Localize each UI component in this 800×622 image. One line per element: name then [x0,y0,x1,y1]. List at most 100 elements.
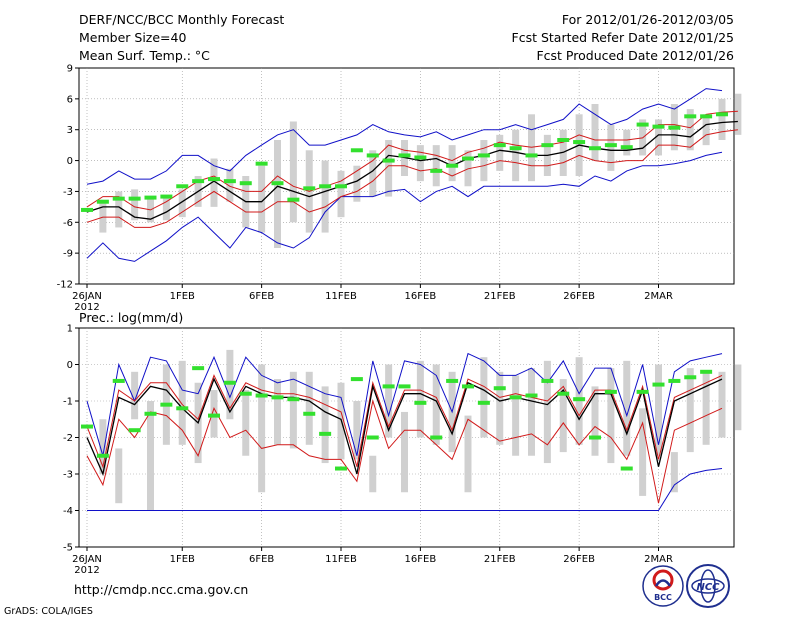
prec-spread-box [131,371,139,420]
temp-ytick-label: 6 [67,94,73,105]
temp-spread-box [623,129,631,156]
temp-min-line [86,151,723,262]
temp-spread-box [591,104,599,161]
prec-spread-box [686,368,694,453]
footer-url[interactable]: http://cmdp.ncc.cma.gov.cn [74,582,248,597]
temp-spread-box [496,134,504,171]
temp-spread-box [178,189,186,218]
temp-spread-box [210,158,218,207]
ncc-logo-text: NCC [696,582,720,593]
temp-xtick-label: 2MAR [644,291,673,302]
precip-variable-label: Prec.: log(mm/d) [79,310,183,325]
temp-xtick-label: 26JAN [72,291,102,302]
temp-observed-marker [335,184,347,189]
temp-observed-marker [557,138,570,142]
prec-spread-box [607,368,615,464]
temp-observed-marker [493,143,506,148]
precipitation-chart: -5 -4 -3 -2 -1 0 1 26JAN 1FEB 6FEB 11FEB 16FEB 21FEB… [63,324,742,576]
prec-observed-marker [81,424,93,429]
prec-observed-marker [589,435,601,440]
prec-observed-marker [525,393,538,398]
temp-observed-marker [271,181,284,186]
prec-observed-marker [239,391,252,396]
temp-observed-marker [604,143,617,148]
prec-observed-marker [255,393,268,398]
temp-spread-box [369,150,377,197]
temp-observed-marker [319,184,332,189]
temp-observed-marker [382,158,395,163]
temp-spread-box [607,124,615,171]
prec-spread-box [528,368,535,456]
prec-ytick-label: -5 [63,543,73,554]
prec-observed-marker [366,435,379,440]
temp-ytick-label: -3 [63,187,73,198]
temp-plot-frame [78,67,735,285]
temp-observed-marker [700,114,713,119]
temp-observed-marker [366,153,379,158]
prec-spread-box [432,364,440,445]
prec-spread-box [496,371,504,445]
prec-spread-box [274,379,281,445]
temp-observed-marker [239,181,252,186]
temp-observed-marker [509,146,522,151]
temp-observed-marker [684,114,697,119]
prec-observed-marker [668,378,681,383]
prec-xtick-label: 26JAN [72,554,102,565]
prec-spread-box [242,390,250,456]
prec-observed-marker [684,375,697,380]
prec-year-label: 2012 [74,565,99,576]
temp-ytick-label: 3 [67,125,73,136]
prec-observed-marker [398,384,411,389]
temp-spread-box [432,145,440,187]
prec-spread-box [385,364,393,438]
prec-spread-box [416,360,424,438]
grads-credit: GrADS: COLA/IGES [4,606,93,617]
prec-ytick-label: 0 [67,360,73,371]
prec-spread-box [401,411,408,493]
prec-observed-marker [541,378,554,383]
prec-ytick-label: -2 [63,433,73,444]
prec-observed-marker [604,389,617,394]
temp-spread-box [655,119,662,156]
fcst-produced-date: Fcst Produced Date 2012/01/26 [536,48,734,63]
prec-spread-box [512,375,520,456]
temp-observed-marker [430,168,443,173]
prec-spread-box [655,364,662,456]
prec-spread-box [623,360,631,456]
temp-ytick-label: 9 [67,64,73,75]
prec-observed-marker [573,397,586,402]
prec-spread-box [99,419,107,474]
temp-spread-box [480,140,488,182]
prec-spread-box [321,386,329,464]
prec-observed-marker [509,395,522,400]
temp-observed-marker [414,155,427,160]
prec-xtick-label: 2MAR [644,554,673,565]
temp-max-line [86,88,723,185]
bcc-logo-text: BCC [654,593,672,602]
temp-observed-marker [128,196,141,201]
temp-spread-box [115,191,123,228]
prec-spread-box [591,386,599,456]
prec-observed-marker [652,382,665,387]
temp-observed-marker [192,179,205,184]
prec-observed-marker [382,384,395,389]
prec-observed-marker [112,378,125,383]
prec-observed-marker [271,395,284,400]
temp-observed-marker [223,179,236,184]
temp-observed-marker [303,186,316,191]
prec-ytick-label: 1 [67,324,73,335]
temp-spread-box [528,114,535,182]
prec-observed-marker [160,402,173,407]
prec-observed-marker [493,386,506,391]
temp-spread-box [131,189,139,221]
prec-upper-line [86,374,723,469]
prec-observed-marker [430,435,443,440]
temp-observed-marker [589,146,601,151]
prec-min-line [87,468,723,511]
prec-xtick-label: 1FEB [170,554,195,565]
prec-spread-box [718,371,726,438]
prec-spread-box [369,455,377,493]
bcc-logo: BCC [642,565,684,607]
temp-observed-marker [81,207,93,212]
